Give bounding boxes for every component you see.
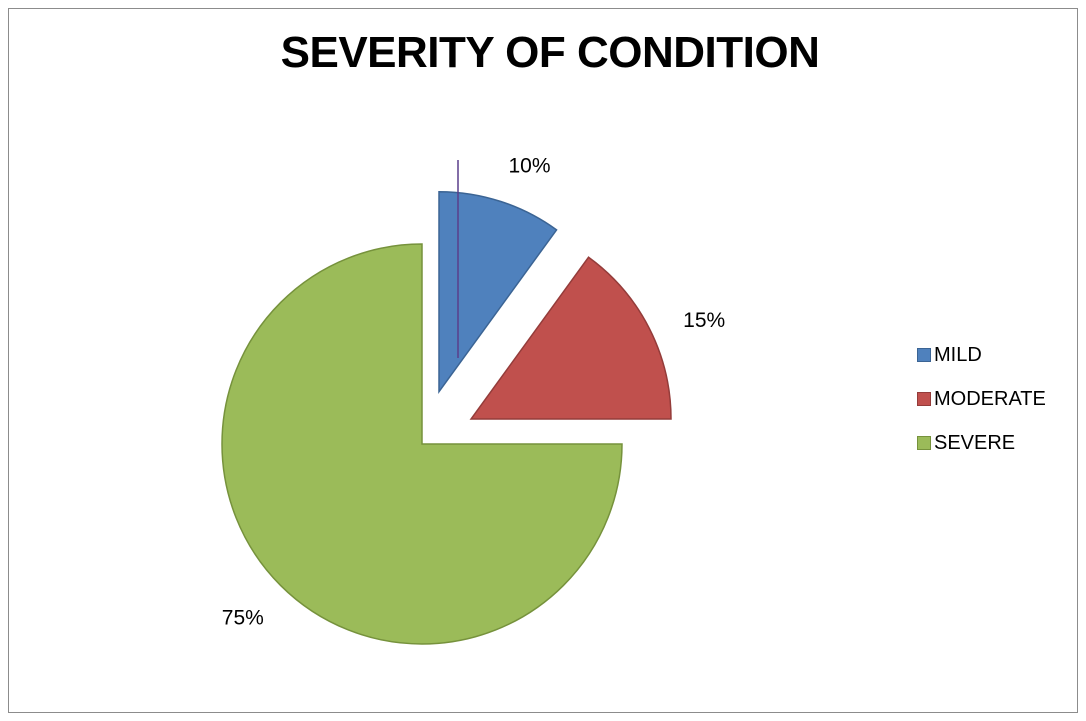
- legend-label-severe: SEVERE: [934, 431, 1016, 454]
- legend: MILD MODERATE SEVERE: [917, 342, 1046, 474]
- legend-swatch-moderate: [917, 392, 931, 406]
- data-label-mild: 10%: [508, 154, 550, 177]
- pie-slice-moderate: [469, 256, 672, 420]
- data-label-moderate: 15%: [683, 309, 725, 332]
- legend-item-severe: SEVERE: [917, 430, 1046, 456]
- data-label-severe: 75%: [222, 607, 264, 630]
- legend-item-mild: MILD: [917, 342, 1046, 368]
- pie-slice-mild: [438, 190, 558, 394]
- chart-title: SEVERITY OF CONDITION: [280, 28, 820, 77]
- pie-slice-severe: [221, 243, 623, 645]
- legend-label-mild: MILD: [934, 343, 982, 366]
- legend-item-moderate: MODERATE: [917, 386, 1046, 412]
- legend-label-moderate: MODERATE: [934, 387, 1046, 410]
- legend-swatch-severe: [917, 436, 931, 450]
- legend-swatch-mild: [917, 348, 931, 362]
